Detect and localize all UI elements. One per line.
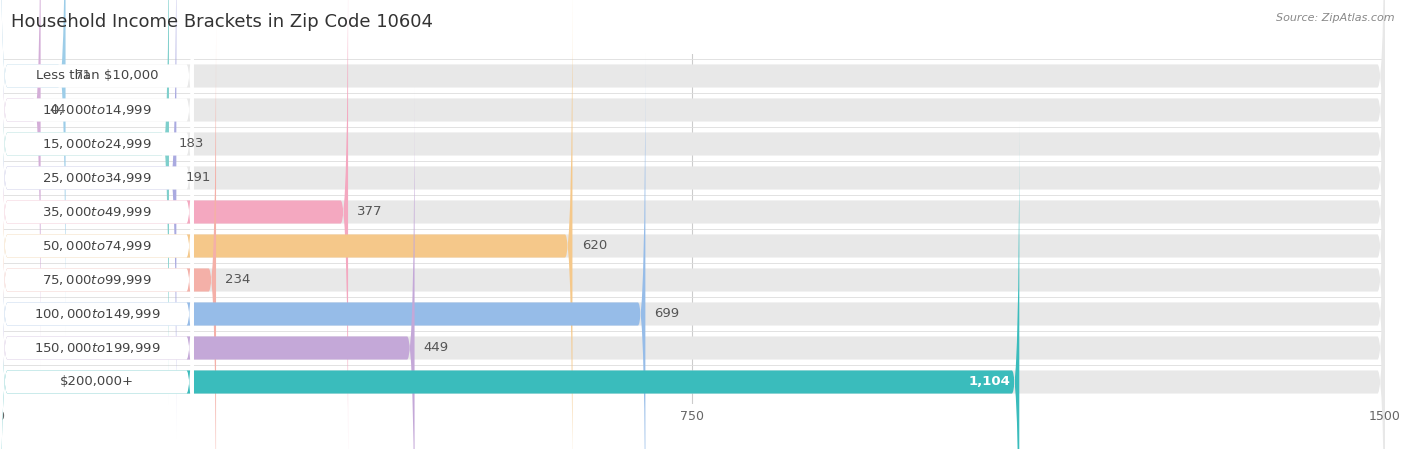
- Text: Less than $10,000: Less than $10,000: [35, 70, 159, 83]
- FancyBboxPatch shape: [0, 20, 194, 449]
- FancyBboxPatch shape: [0, 0, 41, 370]
- Text: 71: 71: [75, 70, 91, 83]
- FancyBboxPatch shape: [0, 0, 572, 449]
- FancyBboxPatch shape: [0, 53, 645, 449]
- Text: $25,000 to $34,999: $25,000 to $34,999: [42, 171, 152, 185]
- FancyBboxPatch shape: [0, 0, 1385, 336]
- Text: 699: 699: [655, 308, 679, 321]
- Text: 449: 449: [423, 342, 449, 355]
- FancyBboxPatch shape: [0, 0, 194, 438]
- Text: $200,000+: $200,000+: [60, 375, 134, 388]
- FancyBboxPatch shape: [0, 88, 194, 449]
- Text: 1,104: 1,104: [969, 375, 1010, 388]
- FancyBboxPatch shape: [0, 53, 194, 449]
- Text: 191: 191: [186, 172, 211, 185]
- FancyBboxPatch shape: [0, 88, 1385, 449]
- FancyBboxPatch shape: [0, 0, 349, 449]
- FancyBboxPatch shape: [0, 0, 194, 449]
- FancyBboxPatch shape: [0, 88, 415, 449]
- Text: $35,000 to $49,999: $35,000 to $49,999: [42, 205, 152, 219]
- FancyBboxPatch shape: [0, 0, 194, 449]
- FancyBboxPatch shape: [0, 122, 1385, 449]
- FancyBboxPatch shape: [0, 0, 194, 370]
- Text: $75,000 to $99,999: $75,000 to $99,999: [42, 273, 152, 287]
- Text: $15,000 to $24,999: $15,000 to $24,999: [42, 137, 152, 151]
- Text: 183: 183: [179, 137, 204, 150]
- Text: Source: ZipAtlas.com: Source: ZipAtlas.com: [1277, 13, 1395, 23]
- FancyBboxPatch shape: [0, 0, 176, 438]
- FancyBboxPatch shape: [0, 20, 217, 449]
- Text: 44: 44: [49, 103, 66, 116]
- Text: $50,000 to $74,999: $50,000 to $74,999: [42, 239, 152, 253]
- FancyBboxPatch shape: [0, 122, 194, 449]
- FancyBboxPatch shape: [0, 0, 194, 336]
- FancyBboxPatch shape: [0, 0, 1385, 438]
- Text: $10,000 to $14,999: $10,000 to $14,999: [42, 103, 152, 117]
- FancyBboxPatch shape: [0, 20, 1385, 449]
- FancyBboxPatch shape: [0, 122, 1019, 449]
- Text: Household Income Brackets in Zip Code 10604: Household Income Brackets in Zip Code 10…: [11, 13, 433, 31]
- Text: $150,000 to $199,999: $150,000 to $199,999: [34, 341, 160, 355]
- Text: 620: 620: [582, 239, 607, 252]
- FancyBboxPatch shape: [0, 53, 1385, 449]
- FancyBboxPatch shape: [0, 0, 194, 405]
- FancyBboxPatch shape: [0, 0, 1385, 370]
- FancyBboxPatch shape: [0, 0, 66, 336]
- FancyBboxPatch shape: [0, 0, 169, 405]
- Text: $100,000 to $149,999: $100,000 to $149,999: [34, 307, 160, 321]
- Text: 377: 377: [357, 206, 382, 219]
- Text: 234: 234: [225, 273, 250, 286]
- FancyBboxPatch shape: [0, 0, 1385, 405]
